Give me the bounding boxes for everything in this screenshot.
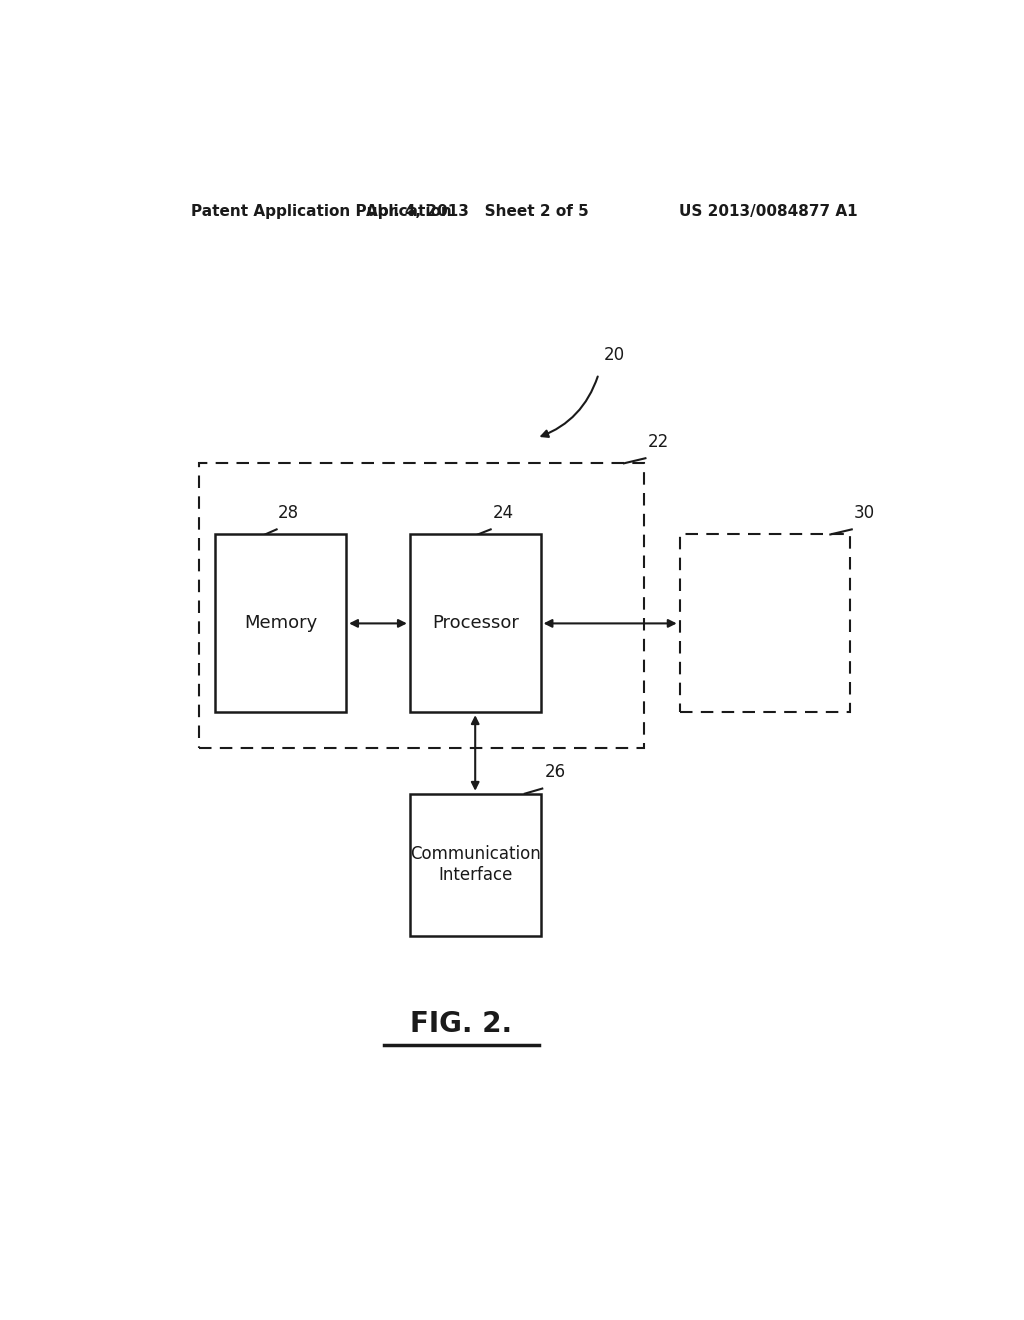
Text: US 2013/0084877 A1: US 2013/0084877 A1 [680,205,858,219]
Bar [410,535,541,713]
Text: 30: 30 [854,504,876,523]
Bar [215,535,346,713]
Text: 28: 28 [279,504,299,523]
Text: Apr. 4, 2013   Sheet 2 of 5: Apr. 4, 2013 Sheet 2 of 5 [366,205,589,219]
Text: 26: 26 [545,763,566,781]
Text: 24: 24 [493,504,513,523]
Text: Patent Application Publication: Patent Application Publication [191,205,453,219]
Text: Processor: Processor [432,614,518,632]
Text: FIG. 2.: FIG. 2. [411,1010,512,1039]
Bar [200,463,644,748]
Text: 20: 20 [604,346,626,364]
Text: Communication
Interface: Communication Interface [410,845,541,884]
Text: 22: 22 [648,433,669,451]
Text: Memory: Memory [244,614,317,632]
Bar [680,535,850,713]
Bar [410,793,541,936]
